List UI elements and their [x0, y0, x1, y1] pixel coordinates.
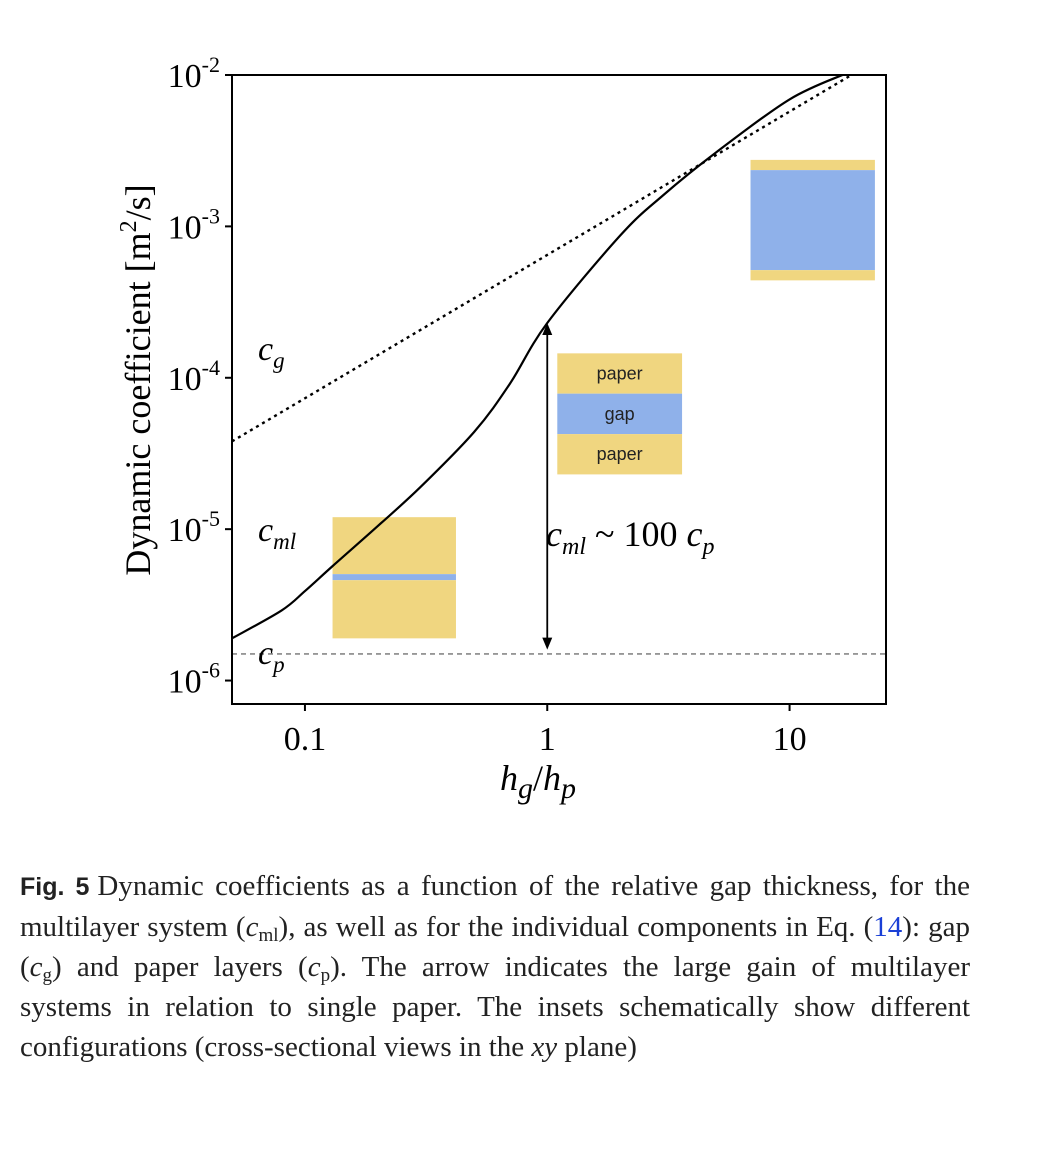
x-label-h2: h: [543, 758, 561, 798]
series-lines: [232, 75, 886, 655]
y-tick-label: 10-2: [168, 52, 220, 95]
y-label-sup: 2: [116, 220, 142, 232]
equation-reference-link[interactable]: 14: [873, 911, 903, 943]
inset-layer-paper: [557, 434, 683, 475]
x-axis-ticks: 0.1 1 10: [284, 704, 807, 758]
y-tick-label: 10-3: [168, 203, 220, 246]
inset-layer-paper: [332, 517, 456, 575]
figure-caption: Fig. 5 Dynamic coefficients as a function…: [20, 870, 970, 1063]
x-label-slash: /: [533, 758, 543, 798]
series-line-cg: [232, 75, 853, 443]
x-tick-label: 0.1: [284, 721, 327, 758]
inset-layer-gap: [332, 574, 456, 581]
caption-label: Fig. 5: [20, 873, 90, 901]
plot-frame: [231, 74, 887, 705]
inset-layer-label: gap: [605, 404, 635, 424]
arrow-head-up: [542, 323, 553, 336]
gain-annotation: cml ~ 100 cp: [546, 514, 714, 560]
series-label-cg: cg: [258, 331, 285, 373]
y-label-post: /s]: [118, 184, 158, 220]
series-label-cp: cp: [258, 635, 285, 677]
inset-thick-gap: [750, 159, 875, 281]
inset-layer-paper: [750, 159, 875, 171]
y-axis-ticks: 10-2 10-3 10-4 10-5 10-6: [168, 52, 232, 701]
y-tick-label: 10-5: [168, 506, 220, 549]
inset-equal-layers: paper gap paper: [557, 353, 683, 475]
inset-layer-label: paper: [597, 364, 643, 384]
y-tick-label: 10-4: [168, 355, 220, 398]
gain-arrow: [542, 323, 553, 650]
inset-layer-gap: [557, 393, 683, 435]
series-line-cml: [232, 75, 846, 640]
series-label-cml: cml: [258, 512, 296, 554]
x-label-h1: h: [500, 758, 518, 798]
inset-layer-paper: [332, 580, 456, 639]
x-tick-label: 10: [773, 721, 807, 758]
inset-layer-gap: [750, 170, 875, 271]
y-axis-label: Dynamic coefficient [m2/s]: [116, 184, 158, 575]
x-axis-label: hg/hp: [500, 758, 576, 805]
inset-layer-paper: [750, 270, 875, 281]
x-label-s2: p: [559, 772, 576, 805]
x-tick-label: 1: [539, 721, 556, 758]
y-tick-label: 10-6: [168, 658, 220, 701]
arrow-head-down: [542, 637, 553, 650]
inset-layer-paper: [557, 353, 683, 394]
y-label-pre: Dynamic coefficient [m: [118, 232, 158, 575]
inset-layer-label: paper: [597, 444, 643, 464]
inset-thin-gap: [332, 517, 456, 639]
x-label-s1: g: [518, 772, 533, 805]
insets: paper gap paper: [332, 159, 875, 639]
